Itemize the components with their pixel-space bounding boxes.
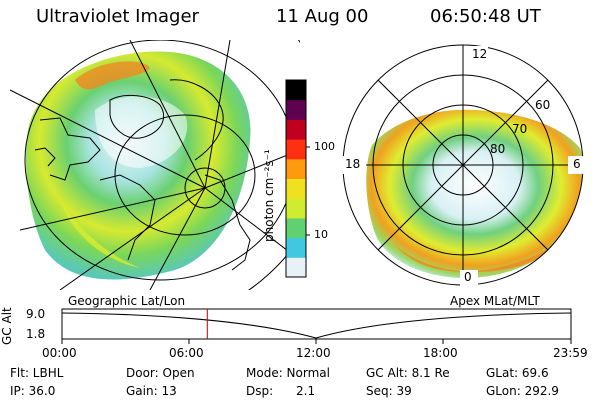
mlt-label-0: 0 [464,270,472,284]
timeline-ylabel: GC Alt [0,307,14,345]
timeline-ytick-low: 1.8 [26,327,46,341]
mode-info: Mode: Normal [246,366,330,380]
timeline-xtick-2359: 23:59 [553,346,588,360]
colorbar-swatch [286,158,306,179]
mlt-label-12: 12 [472,47,488,61]
door-info: Door: Open [126,366,195,380]
glat-info: GLat: 69.6 [486,366,549,380]
colorbar-tick-10: 10 [314,228,328,241]
apex-caption: Apex MLat/MLT [450,294,540,308]
colorbar-swatch [286,139,306,160]
glon-info: GLon: 292.9 [486,384,559,398]
timeline-xtick-1200: 12:00 [296,346,331,360]
colorbar-swatch [286,80,306,101]
gc-alt-info: GC Alt: 8.1 Re [366,366,450,380]
geographic-image [9,40,300,290]
colorbar [285,79,310,278]
colorbar-swatch [286,237,306,258]
ip-info: IP: 36.0 [10,384,56,398]
colorbar-swatch [286,257,306,278]
timeline-xtick-0600: 06:00 [169,346,204,360]
mlat-label-70: 70 [512,122,528,136]
dsp-info: Dsp: 2.1 [246,384,316,398]
colorbar-swatch [286,99,306,120]
mlt-label-18: 18 [345,157,361,171]
colorbar-unit-label: photon cm⁻²s⁻¹ [262,149,276,242]
geographic-caption: Geographic Lat/Lon [68,294,186,308]
polar-image [336,44,588,286]
colorbar-swatches [286,80,306,278]
filter-info: Flt: LBHL [10,366,64,380]
seq-info: Seq: 39 [366,384,412,398]
date-label: 11 Aug 00 [276,6,369,27]
colorbar-swatch [286,178,306,199]
mlt-label-6: 6 [573,157,581,171]
colorbar-tick-100: 100 [314,140,335,153]
mlat-label-80: 80 [490,142,506,156]
colorbar-swatch [286,198,306,219]
colorbar-swatch [286,119,306,140]
imager-title: Ultraviolet Imager [36,6,199,27]
timeline-xtick-0000: 00:00 [42,346,77,360]
timeline-ytick-high: 9.0 [26,307,46,321]
gain-info: Gain: 13 [126,384,177,398]
time-label: 06:50:48 UT [430,6,541,27]
altitude-timeline [61,308,572,344]
mlat-label-60: 60 [535,98,551,112]
colorbar-swatch [286,217,306,239]
timeline-xtick-1800: 18:00 [423,346,458,360]
